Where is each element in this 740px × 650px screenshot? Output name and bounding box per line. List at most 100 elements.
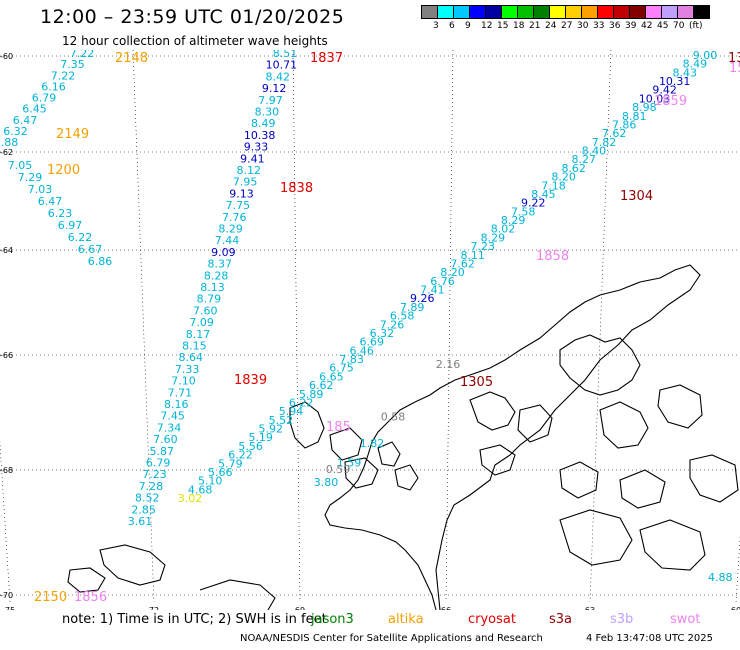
pass-time-label: 1304: [620, 189, 653, 204]
latitude-label: -68: [0, 466, 13, 475]
wave-height-value: 6.75: [329, 362, 354, 375]
color-scale: 3 6 9 12 15 18 21 24 27 30 33 36 39 42 45 70 (ft): [421, 5, 710, 33]
scale-swatch: [421, 5, 438, 19]
wave-height-value: 2.16: [436, 358, 461, 371]
latitude-label: -60: [0, 52, 13, 61]
color-scale-swatches: [421, 5, 710, 19]
wave-height-value: 9.33: [244, 141, 269, 154]
satellite-legend-item: s3a: [549, 612, 573, 627]
wave-height-value: 7.26: [380, 318, 405, 331]
wave-height-map: 7.227.357.226.166.796.456.476.326.887.05…: [0, 50, 740, 610]
latitude-label: -66: [0, 351, 13, 360]
longitude-gridline: [0, 439, 11, 603]
wave-height-value: 9.00: [693, 50, 718, 62]
wave-height-value: 8.42: [266, 70, 291, 83]
longitude-label: -75: [2, 606, 15, 610]
wave-height-value: 5.56: [238, 440, 263, 453]
scale-swatch: [565, 5, 582, 19]
wave-height-value: 8.81: [622, 110, 647, 123]
scale-swatch: [581, 5, 598, 19]
wave-height-value: 2.85: [131, 503, 156, 516]
scale-swatch: [613, 5, 630, 19]
longitude-gridline: [445, 50, 454, 603]
wave-height-value: 7.62: [602, 127, 627, 140]
wave-height-value: 8.12: [237, 164, 262, 177]
map-subtitle: 12 hour collection of altimeter wave hei…: [62, 34, 328, 48]
wave-height-value: 6.86: [88, 255, 113, 268]
wave-height-value: 8.79: [197, 293, 222, 306]
pass-time-label: 1305: [460, 375, 493, 390]
wave-height-value: 7.71: [168, 386, 193, 399]
scale-swatch: [453, 5, 470, 19]
scale-swatch: [661, 5, 678, 19]
longitude-label: -66: [438, 606, 451, 610]
scale-label: 45: [657, 21, 669, 31]
satellite-legend-item: cryosat: [468, 612, 516, 627]
wave-height-value: 0.59: [326, 463, 351, 476]
wave-height-value: 3.80: [314, 476, 339, 489]
wave-height-value: 7.95: [233, 176, 258, 189]
wave-height-value: 7.45: [160, 410, 185, 423]
wave-height-value: 7.23: [142, 468, 167, 481]
coastline: [67, 264, 739, 610]
pass-time-label: 1858: [536, 249, 569, 264]
wave-height-value: 3.61: [128, 515, 153, 528]
pass-time-label: 1200: [47, 163, 80, 178]
scale-swatch: [437, 5, 454, 19]
wave-height-value: 6.16: [41, 80, 66, 93]
map-grid: [0, 50, 740, 603]
wave-height-value: 8.62: [561, 162, 586, 175]
wave-height-value: 6.47: [13, 114, 38, 127]
wave-height-value: 5.89: [299, 388, 324, 401]
wave-height-value: 6.22: [68, 231, 93, 244]
pass-time-label: 15: [729, 61, 740, 76]
wave-height-value: 6.79: [146, 457, 171, 470]
wave-height-value: 7.41: [420, 284, 445, 297]
wave-height-value: 7.28: [139, 480, 164, 493]
scale-label: 27: [561, 21, 573, 31]
longitude-gridline: [735, 534, 740, 603]
wave-height-value: 6.76: [430, 275, 455, 288]
scale-label: 33: [593, 21, 605, 31]
wave-height-value: 6.88: [0, 136, 18, 149]
wave-height-value: 8.27: [572, 153, 597, 166]
wave-height-value: 8.11: [460, 249, 485, 262]
wave-height-value: 9.42: [652, 84, 677, 97]
wave-height-value: 8.20: [551, 171, 576, 184]
wave-height-value: 6.45: [22, 103, 47, 116]
wave-height-value: 7.22: [70, 50, 95, 60]
wave-height-value: 1.82: [360, 437, 385, 450]
wave-height-value: 6.32: [370, 327, 395, 340]
wave-height-value: 7.03: [28, 183, 53, 196]
scale-label: 42: [641, 21, 653, 31]
wave-height-value: 7.97: [258, 94, 283, 107]
scale-swatch: [501, 5, 518, 19]
satellite-legend-item: swot: [670, 612, 701, 627]
wave-height-value: 6.62: [309, 379, 334, 392]
scale-label: 70: [673, 21, 685, 31]
latitude-label: -70: [0, 591, 13, 600]
wave-height-value: 5.10: [198, 475, 223, 488]
wave-height-value: 6.97: [58, 219, 83, 232]
scale-label: 24: [545, 21, 557, 31]
wave-height-value: 9.26: [410, 292, 435, 305]
wave-height-value: 8.20: [440, 266, 465, 279]
wave-height-value: 7.22: [51, 69, 76, 82]
pass-time-label: 2148: [115, 51, 148, 66]
wave-height-value: 6.22: [289, 397, 314, 410]
wave-height-value: 10.31: [659, 75, 691, 88]
wave-height-value: 7.35: [60, 58, 85, 71]
scale-swatch: [517, 5, 534, 19]
credit-timestamp: 4 Feb 13:47:08 UTC 2025: [586, 633, 713, 644]
satellite-legend-item: altika: [388, 612, 424, 627]
wave-height-value: 6.32: [3, 125, 28, 138]
wave-height-value: 6.22: [228, 449, 253, 462]
wave-height-value: 8.17: [186, 328, 211, 341]
wave-height-value: 0.58: [381, 411, 406, 424]
wave-height-value: 9.13: [229, 187, 254, 200]
scale-swatch: [629, 5, 646, 19]
wave-height-value: 5.87: [150, 445, 175, 458]
wave-height-value: 8.30: [255, 106, 280, 119]
wave-height-value: 8.02: [491, 223, 516, 236]
wave-height-value: 7.75: [226, 199, 251, 212]
